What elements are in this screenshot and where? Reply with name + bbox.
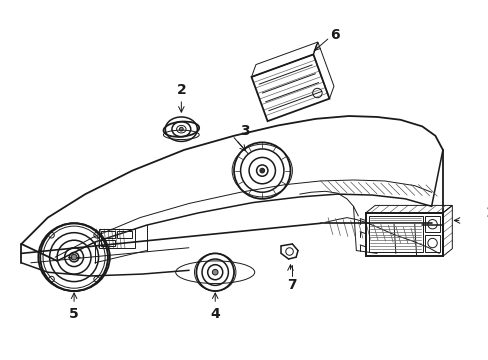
Bar bbox=[99, 229, 135, 248]
Text: 7: 7 bbox=[287, 278, 297, 292]
Text: 3: 3 bbox=[240, 124, 250, 138]
Circle shape bbox=[260, 168, 264, 173]
Bar bbox=[117, 231, 132, 238]
Text: 4: 4 bbox=[210, 307, 220, 321]
Text: 2: 2 bbox=[176, 83, 186, 97]
Text: 1: 1 bbox=[484, 206, 488, 220]
Bar bbox=[368, 216, 422, 252]
Circle shape bbox=[212, 269, 218, 275]
Bar bbox=[101, 240, 115, 246]
Bar bbox=[424, 216, 439, 232]
Bar bbox=[424, 235, 439, 252]
Circle shape bbox=[179, 127, 183, 131]
Bar bbox=[365, 213, 442, 256]
Circle shape bbox=[71, 254, 77, 260]
Bar bbox=[101, 231, 115, 238]
Text: 6: 6 bbox=[330, 28, 340, 42]
Text: 5: 5 bbox=[69, 307, 79, 321]
